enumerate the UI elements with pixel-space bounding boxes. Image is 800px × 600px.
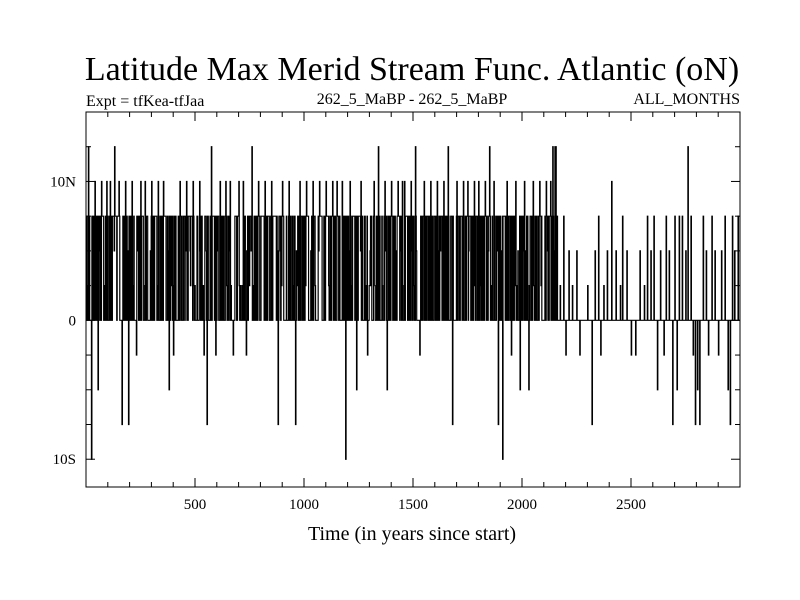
chart-title: Latitude Max Merid Stream Func. Atlantic… bbox=[85, 51, 739, 88]
plot-area: 500 1000 1500 2000 2500 10N 0 10S bbox=[50, 111, 741, 513]
x-tick-label: 2000 bbox=[507, 497, 537, 513]
series-line bbox=[86, 146, 740, 460]
x-tick-label: 2500 bbox=[616, 497, 646, 513]
y-axis: 10N 0 10S bbox=[50, 146, 740, 468]
y-tick-label: 0 bbox=[69, 313, 77, 329]
x-tick-label: 500 bbox=[184, 497, 207, 513]
x-axis: 500 1000 1500 2000 2500 bbox=[107, 112, 719, 513]
months-label: ALL_MONTHS bbox=[633, 91, 740, 108]
x-axis-label: Time (in years since start) bbox=[308, 523, 516, 545]
period-label: 262_5_MaBP - 262_5_MaBP bbox=[317, 91, 508, 108]
x-tick-label: 1500 bbox=[398, 497, 428, 513]
series-path bbox=[86, 146, 740, 460]
experiment-label: Expt = tfKea-tfJaa bbox=[86, 93, 204, 110]
x-tick-label: 1000 bbox=[289, 497, 319, 513]
y-tick-label: 10N bbox=[50, 174, 76, 190]
y-tick-label: 10S bbox=[53, 452, 76, 468]
